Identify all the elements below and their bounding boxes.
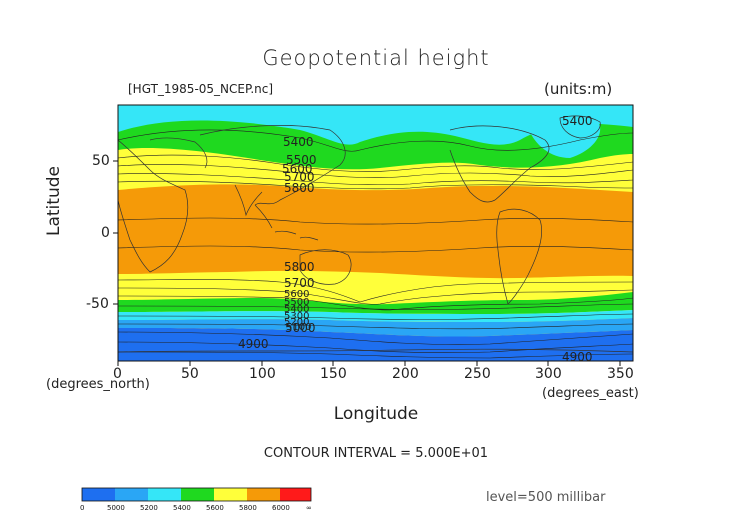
x-note-left: (degrees_north) — [46, 377, 150, 392]
y-tick-label: -50 — [86, 296, 109, 312]
x-ticks — [117, 361, 621, 366]
colorbar-label: 5400 — [173, 504, 191, 512]
x-tick-label: 300 — [535, 366, 562, 382]
contour-label: 5400 — [562, 114, 593, 128]
contour-label: 5500 — [284, 297, 310, 308]
file-label: [HGT_1985-05_NCEP.nc] — [128, 82, 274, 96]
contour-label: 5200 — [284, 317, 310, 328]
x-tick-label: 350 — [607, 366, 634, 382]
x-tick-label: 250 — [464, 366, 491, 382]
colorbar — [81, 487, 312, 502]
contour-label: 5700 — [284, 276, 315, 290]
contour-label: 5400 — [284, 304, 310, 315]
band-cyan-south — [118, 310, 633, 322]
colorbar-label: 5600 — [206, 504, 224, 512]
contour-label: 4900 — [238, 337, 269, 351]
contour-label: 5800 — [284, 260, 315, 274]
contour-field — [118, 105, 633, 361]
colorbar-label: 5000 — [107, 504, 125, 512]
x-tick-label: 50 — [181, 366, 199, 382]
x-tick-label: 200 — [392, 366, 419, 382]
contour-label: 5100 — [286, 322, 312, 333]
band-orange — [118, 184, 633, 279]
contour-label: 5000 — [285, 321, 316, 335]
y-axis-label: Latitude — [44, 166, 64, 236]
band-cyan-inset — [528, 120, 601, 158]
y-ticks — [113, 160, 118, 305]
coastlines — [118, 115, 633, 353]
colorbar-label: ∞ — [306, 504, 312, 512]
contour-label: 5300 — [284, 311, 310, 322]
contour-label: 5700 — [284, 170, 315, 184]
contour-label: 5500 — [286, 153, 317, 167]
contour-label: 4900 — [562, 350, 593, 364]
x-tick-label: 150 — [320, 366, 347, 382]
x-tick-label: 100 — [249, 366, 276, 382]
colorbar-label: 0 — [80, 504, 85, 512]
contour-label: 5600 — [282, 162, 313, 176]
band-green-south — [118, 292, 633, 314]
chart-title: Geopotential height — [262, 46, 490, 70]
contour-label: 5600 — [284, 289, 310, 300]
contour-lines — [118, 129, 633, 359]
x-axis-label: Longitude — [333, 404, 419, 424]
x-note-right: (degrees_east) — [542, 386, 639, 401]
y-tick-label: 0 — [101, 225, 110, 241]
x-tick-label: 0 — [113, 366, 122, 382]
colorbar-label: 6000 — [272, 504, 290, 512]
units-label: (units:m) — [544, 80, 613, 98]
colorbar-label: 5200 — [140, 504, 158, 512]
colorbar-label: 5800 — [239, 504, 257, 512]
contour-interval: CONTOUR INTERVAL = 5.000E+01 — [263, 446, 489, 461]
y-tick-label: 50 — [92, 153, 110, 169]
contour-label: 5400 — [283, 135, 314, 149]
contour-label: 5800 — [284, 181, 315, 195]
level-label: level=500 millibar — [486, 490, 606, 505]
